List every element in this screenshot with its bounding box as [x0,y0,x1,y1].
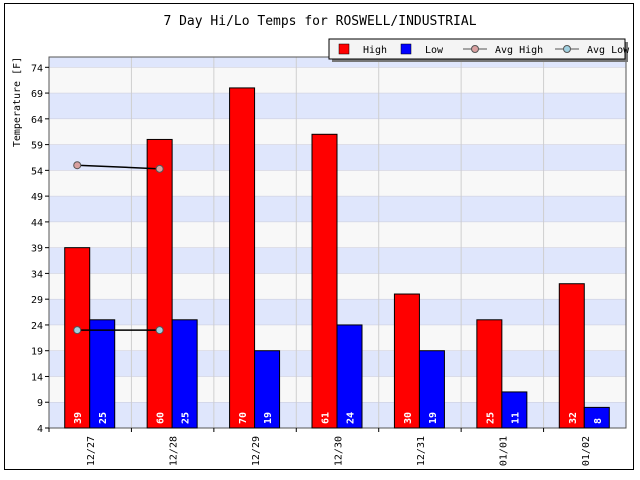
bar-low [336,324,363,429]
legend-label-avg-high: Avg High [495,45,543,56]
bar-low [501,391,528,429]
bar-label-low: 8 [593,418,604,424]
bar-label-high: 61 [321,412,332,424]
bar-high [393,293,420,429]
y-tick-label: 44 [31,218,43,229]
chart-frame: 7 Day Hi/Lo Temps for ROSWELL/INDUSTRIAL… [4,3,634,470]
y-tick-label: 64 [31,115,43,126]
y-tick-label: 4 [37,424,43,435]
legend-swatch-high [338,43,350,55]
bar-label-low: 25 [181,412,192,424]
legend-label-low: Low [425,45,444,56]
legend-marker-avg-low [563,45,571,53]
x-tick-label: 12/31 [416,436,427,466]
bar-label-high: 70 [238,412,249,424]
y-tick-label: 19 [31,347,43,358]
y-tick-label: 29 [31,295,43,306]
bar-high [146,138,173,429]
x-tick-label: 12/29 [251,436,262,466]
background-band [49,57,626,68]
avg-low-marker [155,326,164,335]
bar-high [311,133,338,429]
y-tick-label: 74 [31,63,43,74]
bar-low [254,350,281,429]
bar-label-low: 19 [263,412,274,424]
legend-label-avg-low: Avg Low [587,45,630,56]
x-tick-label: 12/30 [334,436,345,466]
y-axis-label: Temperature [F] [12,57,23,147]
bar-label-high: 25 [485,412,496,424]
temperature-chart: 7 Day Hi/Lo Temps for ROSWELL/INDUSTRIAL… [12,14,630,466]
y-tick-label: 14 [31,372,43,383]
bar-label-low: 19 [428,412,439,424]
x-tick-label: 12/27 [86,436,97,466]
bar-label-low: 11 [510,412,521,424]
bar-label-low: 25 [98,412,109,424]
y-tick-label: 39 [31,244,43,255]
bar-high [229,87,256,429]
bar-high [64,247,91,429]
bar-label-low: 24 [346,412,357,424]
bar-low [89,319,116,429]
bar-label-high: 60 [156,412,167,424]
avg-high-marker [155,164,164,173]
x-tick-label: 01/01 [498,436,509,466]
bar-label-high: 30 [403,412,414,424]
y-tick-label: 69 [31,89,43,100]
avg-low-marker [73,326,82,335]
y-tick-label: 49 [31,192,43,203]
y-tick-label: 34 [31,269,43,280]
bar-label-high: 32 [568,412,579,424]
avg-high-line [77,164,160,170]
y-tick-label: 9 [37,398,43,409]
legend-swatch-low [400,43,412,55]
y-tick-label: 54 [31,166,43,177]
x-tick-label: 12/28 [169,436,180,466]
y-tick-label: 24 [31,321,43,332]
bar-high [558,283,585,429]
background-band [49,67,626,94]
bar-label-high: 39 [73,412,84,424]
avg-high-marker [73,161,82,170]
bar-high [476,319,503,429]
chart-title: 7 Day Hi/Lo Temps for ROSWELL/INDUSTRIAL [163,14,476,29]
background-band [49,93,626,119]
x-tick-label: 01/02 [581,436,592,466]
legend-marker-avg-high [471,45,479,53]
bar-low [583,406,610,429]
bar-low [171,319,198,429]
bar-low [418,350,445,429]
y-tick-label: 59 [31,141,43,152]
legend-label-high: High [363,45,387,56]
